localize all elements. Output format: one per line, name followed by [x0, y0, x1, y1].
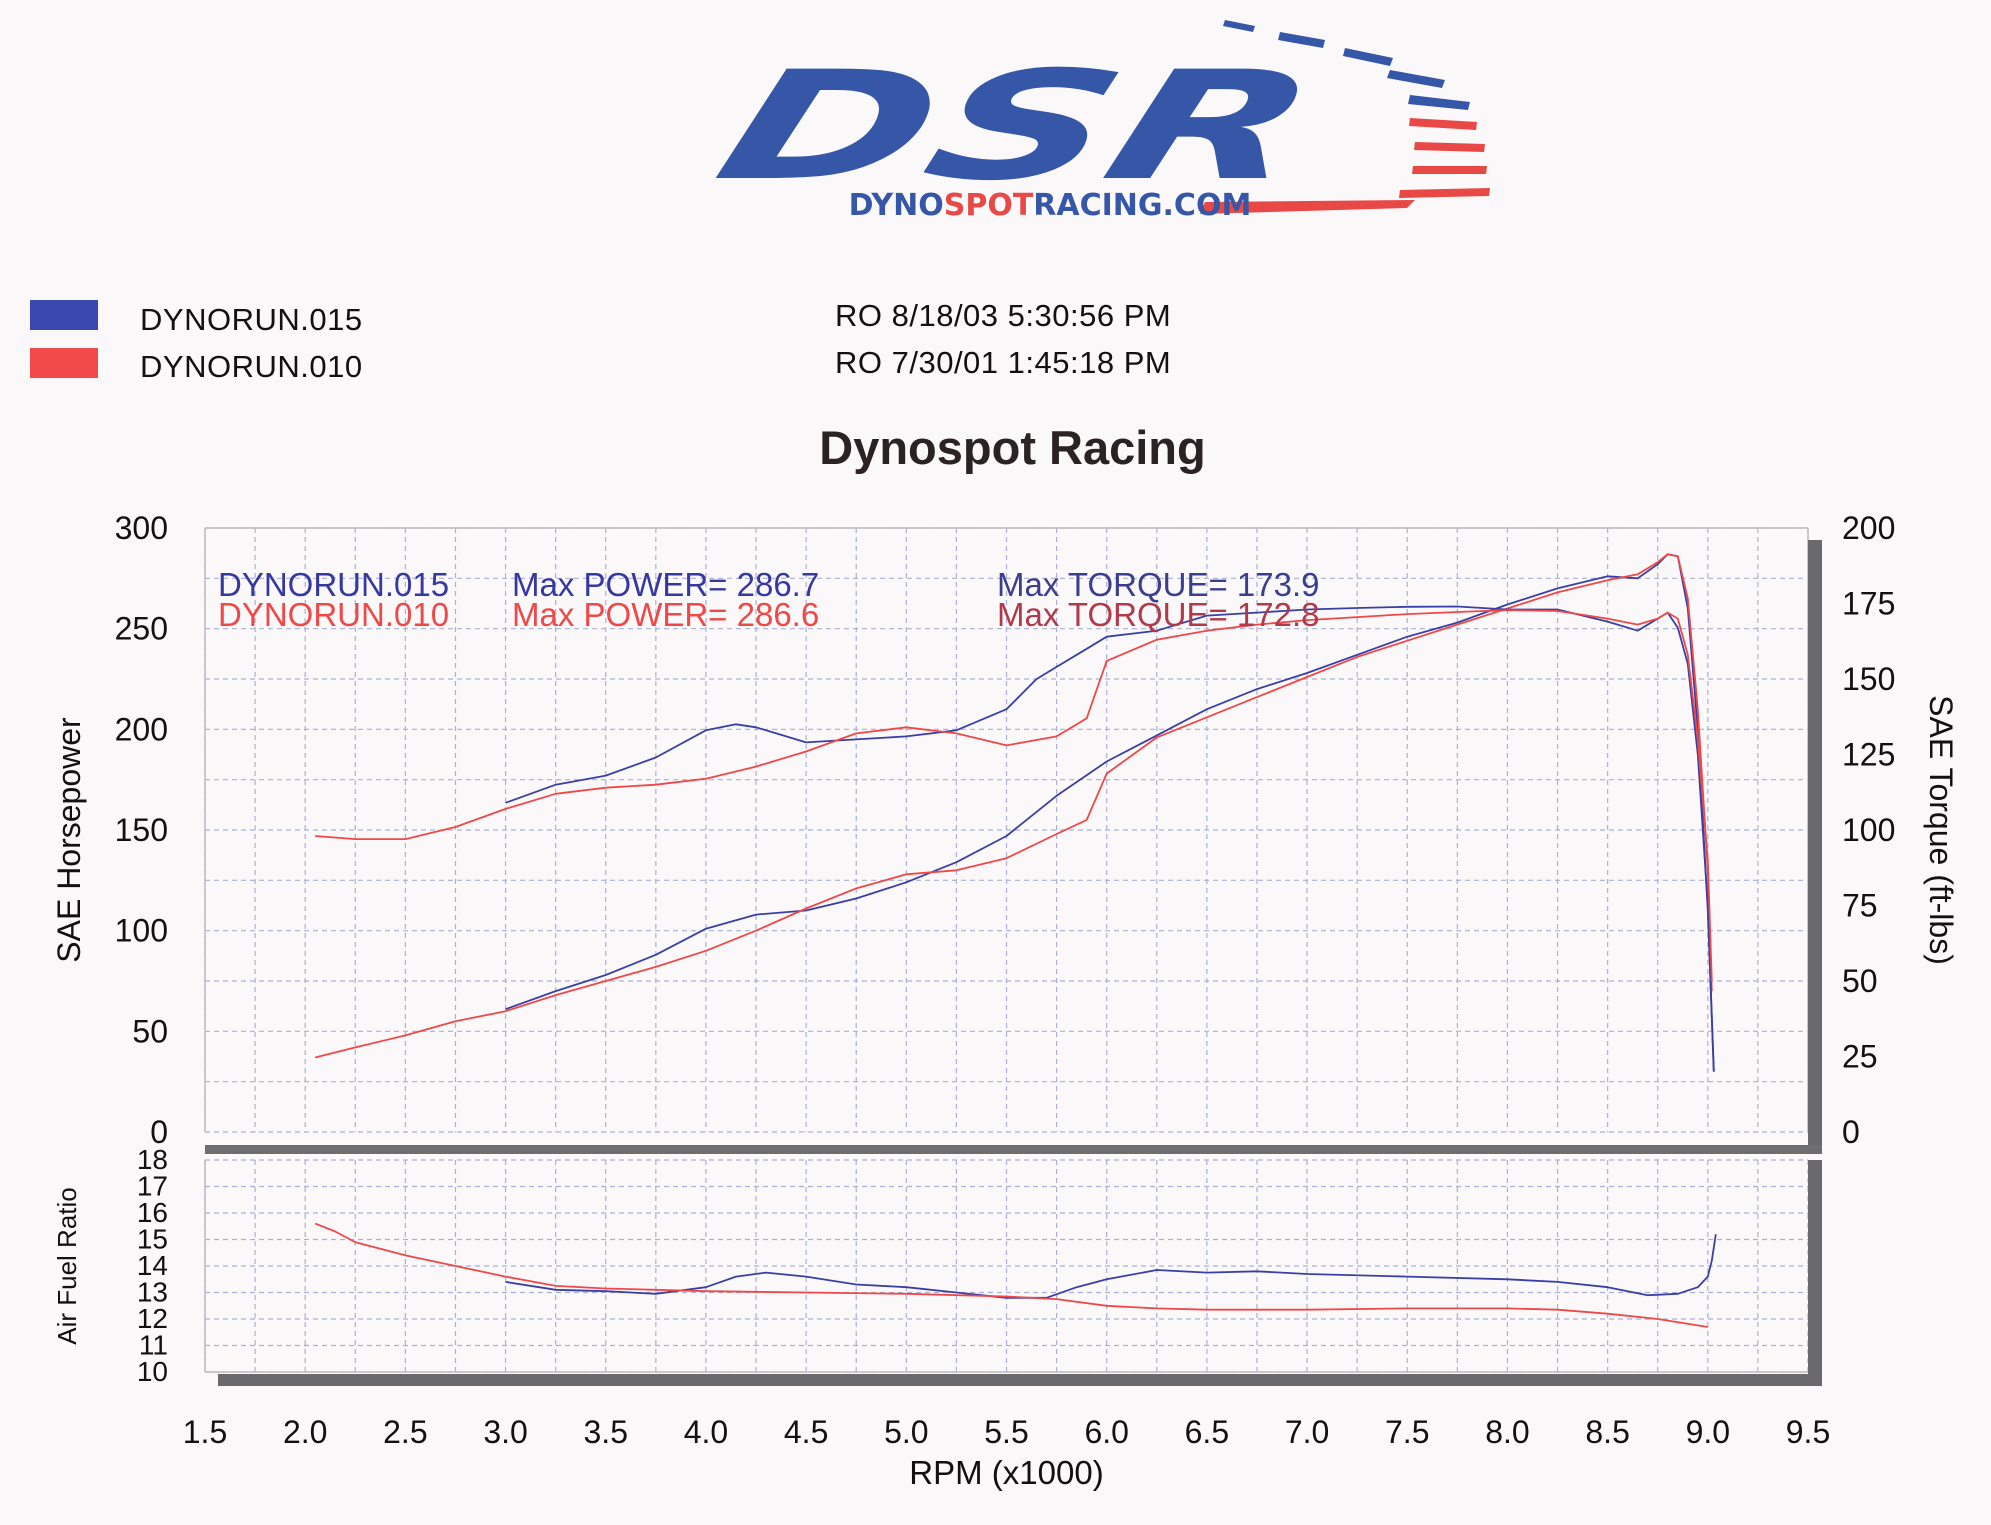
- x-tick-label: 3.0: [483, 1414, 527, 1450]
- logo-wordmark: DSR: [699, 40, 1336, 214]
- x-tick-label: 1.5: [183, 1414, 227, 1450]
- y-tick-label: 50: [132, 1013, 168, 1049]
- y2-axis-title: SAE Torque (ft-lbs): [1923, 695, 1959, 965]
- axis-labels: 1.5 2.0 2.5 3.0 3.5 4.0 4.5 5.0 5.5 6.0 6.5 7.0 7.5 8…: [51, 510, 1959, 1491]
- y-tick-label: 0: [150, 1114, 168, 1150]
- legend-run-datetime: RO 8/18/03 5:30:56 PM: [835, 298, 1172, 333]
- x-tick-label: 4.5: [784, 1414, 828, 1450]
- legend-swatch-blue: [30, 300, 98, 330]
- y3-tick-label: 11: [139, 1330, 168, 1361]
- series-line-tq-run0: [505, 605, 1715, 1072]
- afr-right-shadow: [1808, 1160, 1822, 1386]
- y2-tick-label: 75: [1842, 888, 1878, 924]
- y3-tick-label: 13: [137, 1277, 168, 1308]
- annotation-max-power: Max POWER= 286.7: [512, 566, 819, 603]
- y-tick-label: 200: [115, 711, 168, 747]
- annotation-max-torque: Max TORQUE= 172.8: [997, 596, 1320, 633]
- y-tick-label: 100: [115, 913, 168, 949]
- y-tick-label: 150: [115, 812, 168, 848]
- legend-run-datetime: RO 7/30/01 1:45:18 PM: [835, 345, 1172, 380]
- y2-tick-label: 125: [1842, 737, 1895, 773]
- annotation-max-power: Max POWER= 286.6: [512, 596, 819, 633]
- y2-tick-label: 175: [1842, 586, 1895, 622]
- y-axis-title: SAE Horsepower: [51, 717, 87, 963]
- y2-tick-label: 50: [1842, 963, 1878, 999]
- afr-bottom-shadow: [218, 1374, 1822, 1386]
- y3-tick-label: 12: [137, 1303, 168, 1334]
- annotations: DYNORUN.015 Max POWER= 286.7 Max TORQUE= 1…: [218, 566, 1320, 633]
- x-tick-label: 6.0: [1084, 1414, 1128, 1450]
- x-tick-label: 8.0: [1485, 1414, 1529, 1450]
- annotation-run-name: DYNORUN.015: [218, 566, 449, 603]
- y2-tick-label: 100: [1842, 812, 1895, 848]
- chart-title: Dynospot Racing: [819, 421, 1206, 474]
- panel-divider-bar: [205, 1145, 1822, 1154]
- dsr-logo: DSR DYNOSPOTRACING.COM: [699, 20, 1490, 223]
- x-tick-label: 2.0: [283, 1414, 327, 1450]
- y3-tick-label: 18: [137, 1144, 168, 1175]
- x-tick-label: 9.0: [1686, 1414, 1730, 1450]
- grid: [204, 527, 1809, 1373]
- series-line-tq-run1: [315, 609, 1713, 982]
- speed-dash-marks: [1200, 20, 1490, 214]
- y3-tick-label: 14: [137, 1250, 168, 1281]
- legend-run-name: DYNORUN.010: [140, 349, 363, 384]
- y3-tick-label: 15: [137, 1224, 168, 1255]
- x-tick-label: 3.5: [584, 1414, 628, 1450]
- series-line-afr-run1: [314, 1222, 1708, 1328]
- x-tick-label: 8.5: [1585, 1414, 1629, 1450]
- x-axis-title: RPM (x1000): [909, 1454, 1103, 1491]
- x-tick-label: 5.0: [884, 1414, 928, 1450]
- annotation-run-name: DYNORUN.010: [218, 596, 449, 633]
- x-tick-label: 2.5: [383, 1414, 427, 1450]
- y-tick-label: 250: [115, 611, 168, 647]
- y3-axis-title: Air Fuel Ratio: [52, 1187, 82, 1345]
- plot-right-shadow: [1808, 540, 1822, 1152]
- y3-tick-label: 16: [137, 1197, 168, 1228]
- annotation-max-torque: Max TORQUE= 173.9: [997, 566, 1320, 603]
- y2-tick-label: 150: [1842, 661, 1895, 697]
- x-tick-label: 5.5: [984, 1414, 1028, 1450]
- x-tick-label: 4.0: [684, 1414, 728, 1450]
- y3-tick-label: 10: [137, 1356, 168, 1387]
- y2-tick-label: 0: [1842, 1114, 1860, 1150]
- series-line-hp-run1: [314, 553, 1713, 1059]
- series-lines: [314, 553, 1717, 1328]
- plot-frames: [204, 527, 1822, 1386]
- y2-tick-label: 25: [1842, 1039, 1878, 1075]
- y-tick-label: 300: [115, 510, 168, 546]
- logo-website: DYNOSPOTRACING.COM: [849, 188, 1252, 223]
- legend-swatch-red: [30, 348, 98, 378]
- y3-tick-label: 17: [137, 1171, 168, 1202]
- x-tick-label: 6.5: [1185, 1414, 1229, 1450]
- x-tick-label: 7.0: [1285, 1414, 1329, 1450]
- x-tick-label: 9.5: [1786, 1414, 1830, 1450]
- y2-tick-label: 200: [1842, 510, 1895, 546]
- series-line-afr-run0: [505, 1234, 1717, 1299]
- legend-run-name: DYNORUN.015: [140, 302, 363, 337]
- x-tick-label: 7.5: [1385, 1414, 1429, 1450]
